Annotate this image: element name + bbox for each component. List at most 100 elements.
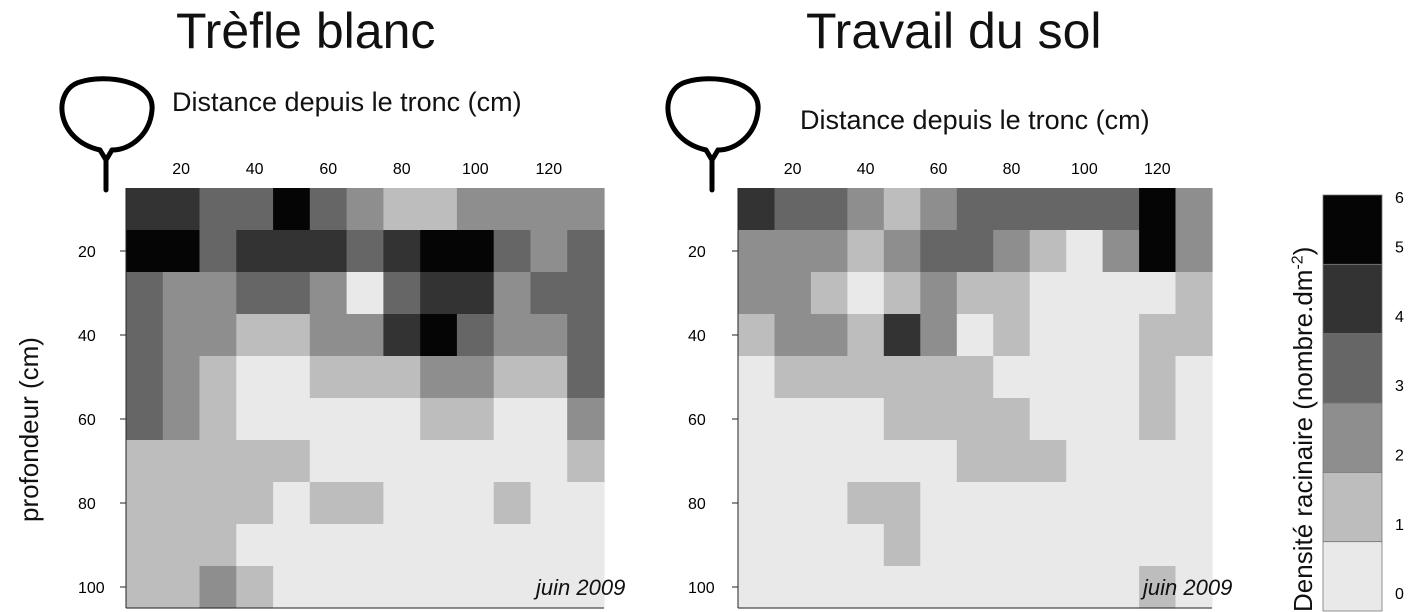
heatmap-cell [883,314,921,357]
heatmap-cell [1175,566,1213,609]
heatmap-cell [162,230,201,273]
heatmap-cell [774,440,812,483]
title-travail-du-sol: Travail du sol [806,3,1102,59]
heatmap-cell [236,440,274,483]
heatmap-cell [126,440,164,483]
heatmap-cell [1175,230,1213,273]
heatmap-cell [920,398,958,441]
heatmap-cell [774,398,812,441]
heatmap-cell [1102,356,1140,399]
y-tick-label: 80 [78,496,96,513]
heatmap-cell [346,272,384,315]
heatmap-cell [847,398,885,441]
heatmap-cell [420,440,458,483]
heatmap-cell [810,188,848,231]
heatmap-cell [346,440,384,483]
heatmap-cell [1029,188,1067,231]
colorbar-segment [1322,402,1383,473]
heatmap-cell [162,272,201,315]
heatmap-cell [456,566,495,609]
heatmap-cell [309,524,348,567]
colorbar-tick-label: 6 [1395,190,1404,207]
heatmap-cell [883,230,921,273]
heatmap-cell [236,230,274,273]
heatmap-cell [847,440,885,483]
heatmap-cell [383,398,421,441]
heatmap-cell [199,440,237,483]
heatmap-cell [346,230,384,273]
x-tick-label: 120 [535,161,562,178]
heatmap-cell [456,440,495,483]
heatmap-cell [920,230,958,273]
heatmap-cell [1139,398,1177,441]
heatmap-cell [162,314,201,357]
heatmap-panel-2: 20 40 60 80 100 120 20 40 60 80 100 [665,76,1213,609]
heatmap-cell [883,356,921,399]
heatmap-cell [956,188,994,231]
heatmap-cell [1066,272,1104,315]
heatmap-cell [774,230,812,273]
heatmap-cell [1102,314,1140,357]
heatmap-cell [1139,272,1177,315]
heatmap-cell [993,482,1031,525]
heatmap-cell [1029,524,1067,567]
heatmap-cell [810,566,848,609]
heatmap-cell [162,356,201,399]
heatmap-cell [1029,272,1067,315]
heatmap-cell [1102,398,1140,441]
x-axis-label-left: Distance depuis le tronc (cm) [172,87,522,117]
heatmap-cell [383,188,421,231]
heatmap-cell [1139,230,1177,273]
heatmap-cell [126,188,164,231]
x-tick-label: 20 [172,161,190,178]
heatmap-cell [420,566,458,609]
heatmap-cell [456,230,495,273]
heatmap-cell [236,188,274,231]
heatmap-cell [199,314,237,357]
heatmap-cell [493,230,532,273]
heatmap-cell [309,398,348,441]
heatmap-cell [273,398,311,441]
colorbar: 0 1 2 3 4 5 6 [1322,190,1404,612]
y-tick-label: 100 [688,580,715,597]
heatmap-cell [738,272,776,315]
heatmap-cell [920,314,958,357]
heatmap-cell [456,356,495,399]
heatmap-cell [847,524,885,567]
heatmap-cell [774,272,812,315]
heatmap-cell [309,314,348,357]
heatmap-cell [493,272,532,315]
heatmap-cell [456,314,495,357]
heatmap-cell [810,356,848,399]
heatmap-cell [1066,356,1104,399]
heatmap-cell [126,524,164,567]
heatmap-cell [309,272,348,315]
heatmap-cell [810,230,848,273]
x-tick-label: 80 [393,161,411,178]
heatmap-cell [420,314,458,357]
heatmap-cell [162,398,201,441]
heatmap-cell [236,272,274,315]
heatmap-cell [383,272,421,315]
tree-trunk [703,147,721,193]
heatmap-cell [920,188,958,231]
heatmap-cell [530,566,568,609]
heatmap-cell [567,230,605,273]
heatmap-cell [567,188,605,231]
heatmap-cell [456,482,495,525]
heatmap-cell [199,566,237,609]
heatmap-cell [920,524,958,567]
heatmap-cell [383,566,421,609]
heatmap-cell [420,482,458,525]
heatmap-cell [920,482,958,525]
heatmap-cell [883,482,921,525]
heatmap-cell [1102,482,1140,525]
tree-trunk [97,147,115,193]
heatmap-cell [309,482,348,525]
heatmap-cell [530,398,568,441]
heatmap-cell [493,440,532,483]
x-tick-label: 100 [462,161,489,178]
heatmap-cell [847,314,885,357]
heatmap-cell [847,188,885,231]
y-tick-label: 20 [688,244,706,261]
